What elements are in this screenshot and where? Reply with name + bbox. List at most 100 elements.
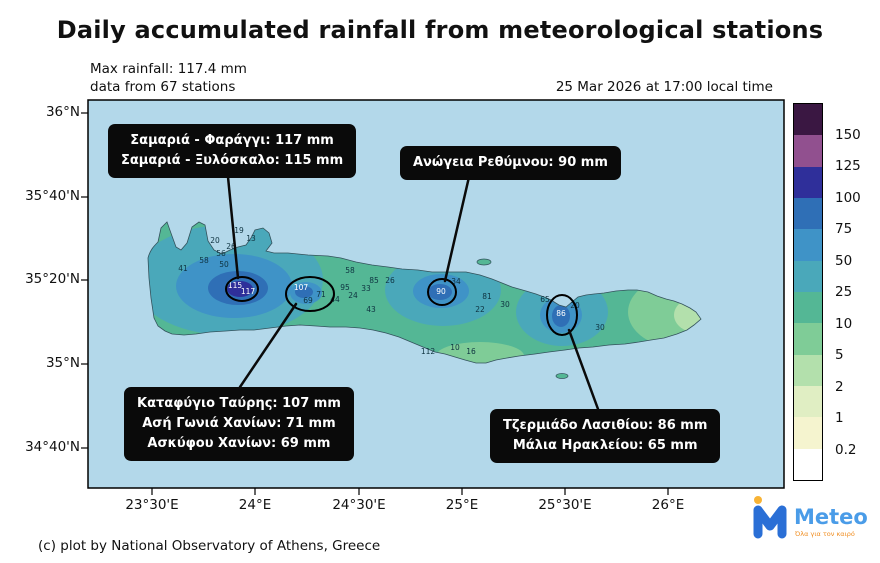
- station-value-label: 85: [369, 276, 379, 285]
- station-value-label: 90: [436, 287, 446, 296]
- callout-connector: [567, 328, 600, 411]
- x-axis-label: 25°E: [445, 497, 479, 513]
- colorbar-segment: [794, 166, 822, 198]
- logo-tagline: Όλα για τον καιρό: [794, 530, 855, 538]
- x-axis-label: 23°30'E: [125, 497, 179, 513]
- y-axis-label: 35°20'N: [25, 271, 80, 287]
- callout-connector: [443, 175, 471, 283]
- station-value-label: 65: [540, 295, 550, 304]
- colorbar-tick-label: 75: [835, 221, 853, 237]
- colorbar-segment: [794, 354, 822, 386]
- coastline: [147, 221, 702, 364]
- callout-line: Καταφύγιο Ταύρης: 107 mm: [137, 396, 341, 411]
- colorbar-segment: [794, 291, 822, 324]
- rainfall-contours: [148, 225, 701, 363]
- islet-dia: [476, 258, 492, 266]
- station-value-label: 22: [475, 305, 485, 314]
- callout-connector: [238, 302, 298, 389]
- logo-m-icon: [753, 505, 787, 539]
- station-value-label: 16: [466, 347, 476, 356]
- x-axis-label: 26°E: [651, 497, 685, 513]
- station-value-label: 56: [216, 249, 226, 258]
- logo-sun-dot: [754, 496, 762, 504]
- station-value-label: 69: [303, 296, 313, 305]
- callout-tavri: Καταφύγιο Ταύρης: 107 mm Ασή Γωνιά Χανίω…: [124, 387, 354, 462]
- station-value-label: 43: [366, 305, 376, 314]
- callout-samaria: Σαμαριά - Φαράγγι: 117 mm Σαμαριά - Ξυλό…: [108, 124, 357, 179]
- callout-line: Ανώγεια Ρεθύμνου: 90 mm: [413, 155, 608, 170]
- colorbar-labels: 150 125 100 75 50 25 10 5 2 1 0.2: [829, 103, 873, 481]
- colorbar-segment: [794, 385, 822, 418]
- y-axis-label: 35°40'N: [25, 188, 80, 204]
- colorbar-tick-label: 125: [835, 158, 861, 174]
- station-value-label: 30: [500, 300, 510, 309]
- callout-anogeia: Ανώγεια Ρεθύμνου: 90 mm: [400, 146, 621, 181]
- callout-line: Σαμαριά - Ξυλόσκαλο: 115 mm: [121, 153, 344, 169]
- colorbar: [793, 103, 823, 481]
- highlight-ellipse-tzermiado: [546, 294, 578, 336]
- station-value-label: 86: [556, 309, 566, 318]
- station-value-label: 10: [450, 343, 460, 352]
- page-title: Daily accumulated rainfall from meteorol…: [56, 16, 824, 44]
- colorbar-tick-label: 2: [835, 378, 844, 395]
- colorbar-tick-label: 150: [835, 126, 861, 143]
- station-value-label: 58: [199, 256, 209, 265]
- colorbar-segment: [794, 229, 822, 261]
- islet-chrysi: [555, 373, 569, 379]
- colorbar-tick-label: 25: [835, 284, 853, 300]
- highlight-ellipse-anogeia: [427, 278, 457, 306]
- colorbar-tick-label: 10: [835, 315, 853, 332]
- highlight-ellipse-samaria: [225, 276, 259, 302]
- colorbar-segment: [794, 260, 822, 292]
- station-value-label: 81: [482, 292, 492, 301]
- colorbar-tick-label: 0.2: [835, 441, 857, 458]
- max-rainfall-label: Max rainfall: 117.4 mm: [90, 61, 247, 77]
- colorbar-segment: [794, 417, 822, 449]
- colorbar-tick-label: 1: [835, 410, 844, 426]
- meteo-logo: Meteo Όλα για τον καιρό: [748, 490, 870, 550]
- station-value-label: 115: [228, 281, 243, 290]
- colorbar-segment: [794, 448, 822, 480]
- station-value-label: 13: [246, 234, 256, 243]
- credit-label: (c) plot by National Observatory of Athe…: [38, 538, 381, 554]
- x-axis-label: 24°30'E: [332, 497, 386, 513]
- colorbar-segment: [794, 135, 822, 167]
- station-value-label: 50: [219, 260, 229, 269]
- station-value-label: 26: [385, 276, 395, 285]
- callout-line: Τζερμιάδο Λασιθίου: 86 mm: [503, 418, 708, 433]
- station-value-label: 24: [348, 291, 358, 300]
- colorbar-segment: [794, 104, 822, 136]
- x-axis-label: 24°E: [238, 497, 272, 513]
- y-axis-label: 34°40'N: [25, 439, 80, 455]
- datetime-label: 25 Mar 2026 at 17:00 local time: [555, 79, 773, 95]
- meteo-logo-svg: Meteo Όλα για τον καιρό: [753, 496, 868, 539]
- logo-wordmark: Meteo: [794, 505, 868, 529]
- station-value-label: 117: [241, 287, 256, 296]
- axis-tick-marks: [81, 112, 669, 495]
- station-count-label: data from 67 stations: [90, 79, 236, 96]
- callout-connector: [226, 175, 240, 280]
- station-value-label: 112: [421, 347, 436, 356]
- station-value-label: 107: [294, 283, 309, 292]
- plot-frame: [87, 99, 785, 489]
- callout-line: Σαμαριά - Φαράγγι: 117 mm: [130, 133, 334, 148]
- callout-line: Ασκύφου Χανίων: 69 mm: [147, 436, 331, 452]
- station-value-label: 71: [316, 290, 326, 299]
- station-value-label: 30: [595, 323, 605, 332]
- header-info: Max rainfall: 117.4 mm data from 67 stat…: [90, 60, 247, 96]
- station-value-label: 26: [226, 242, 236, 251]
- colorbar-segment: [794, 197, 822, 230]
- y-axis-label: 35°N: [45, 355, 80, 371]
- station-value-label: 95: [340, 283, 350, 292]
- colorbar-segment: [794, 323, 822, 355]
- callout-tzermiado: Τζερμιάδο Λασιθίου: 86 mm Μάλια Ηρακλείο…: [490, 409, 721, 464]
- station-value-label: 44: [330, 295, 340, 304]
- callout-line: Ασή Γωνιά Χανίων: 71 mm: [142, 416, 336, 432]
- colorbar-tick-label: 100: [835, 189, 861, 206]
- station-value-label: 20: [210, 236, 220, 245]
- x-axis-label: 25°30'E: [538, 497, 592, 513]
- callout-line: Μάλια Ηρακλείου: 65 mm: [512, 438, 698, 454]
- colorbar-tick-label: 5: [835, 347, 844, 363]
